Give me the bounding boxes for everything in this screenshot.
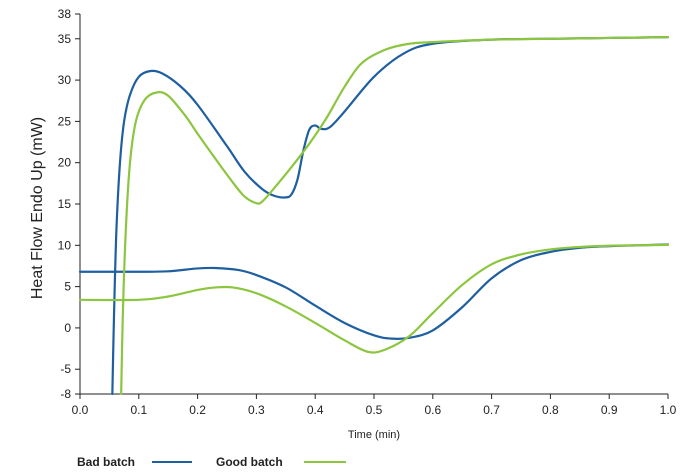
y-tick-label: 25: [58, 114, 72, 128]
x-axis-title: Time (min): [348, 429, 400, 441]
x-tick-label: 0.2: [189, 403, 206, 417]
x-tick-label: 0.6: [424, 403, 441, 417]
legend-item-good-batch[interactable]: Good batch: [216, 455, 346, 469]
series-line-bad-batch-upper: [111, 36, 670, 396]
y-tick-label: 10: [58, 238, 72, 252]
y-tick-label: 5: [64, 280, 71, 294]
series-line-bad-batch-lower: [78, 243, 670, 341]
y-tick-label: 35: [58, 32, 72, 46]
x-tick-label: 0.7: [483, 403, 500, 417]
y-tick-label: -8: [60, 387, 71, 401]
legend: Bad batch Good batch: [77, 455, 346, 469]
x-tick-label: 0.4: [307, 403, 324, 417]
x-tick-label: 0.9: [601, 403, 618, 417]
y-tick-label: 38: [58, 7, 72, 21]
y-tick-label: 15: [58, 197, 72, 211]
y-axis-title: Heat Flow Endo Up (mW): [29, 117, 46, 299]
x-tick-label: 0.8: [542, 403, 559, 417]
x-tick-label: 0.5: [366, 403, 383, 417]
series-line-good-batch-lower: [78, 243, 670, 354]
y-tick-label: -5: [60, 362, 71, 376]
plot-area: [78, 36, 670, 396]
legend-label-bad-batch: Bad batch: [77, 455, 135, 469]
x-tick-label: 0.3: [248, 403, 265, 417]
y-tick-label: 0: [64, 321, 71, 335]
x-tick-label: 1.0: [660, 403, 677, 417]
x-axis: 0.0 0.1 0.2 0.3 0.4 0.5 0.6 0.7 0.8 0.9 1.0: [72, 393, 677, 417]
y-tick-label: 20: [58, 156, 72, 170]
legend-label-good-batch: Good batch: [216, 455, 283, 469]
series-line-good-batch-upper: [120, 36, 670, 396]
x-tick-label: 0.0: [72, 403, 89, 417]
legend-item-bad-batch[interactable]: Bad batch: [77, 455, 192, 469]
x-tick-label: 0.1: [130, 403, 147, 417]
y-axis: 38 35 30 25 20 15 10 5 0 -5 -8: [58, 7, 81, 401]
y-tick-label: 30: [58, 73, 72, 87]
